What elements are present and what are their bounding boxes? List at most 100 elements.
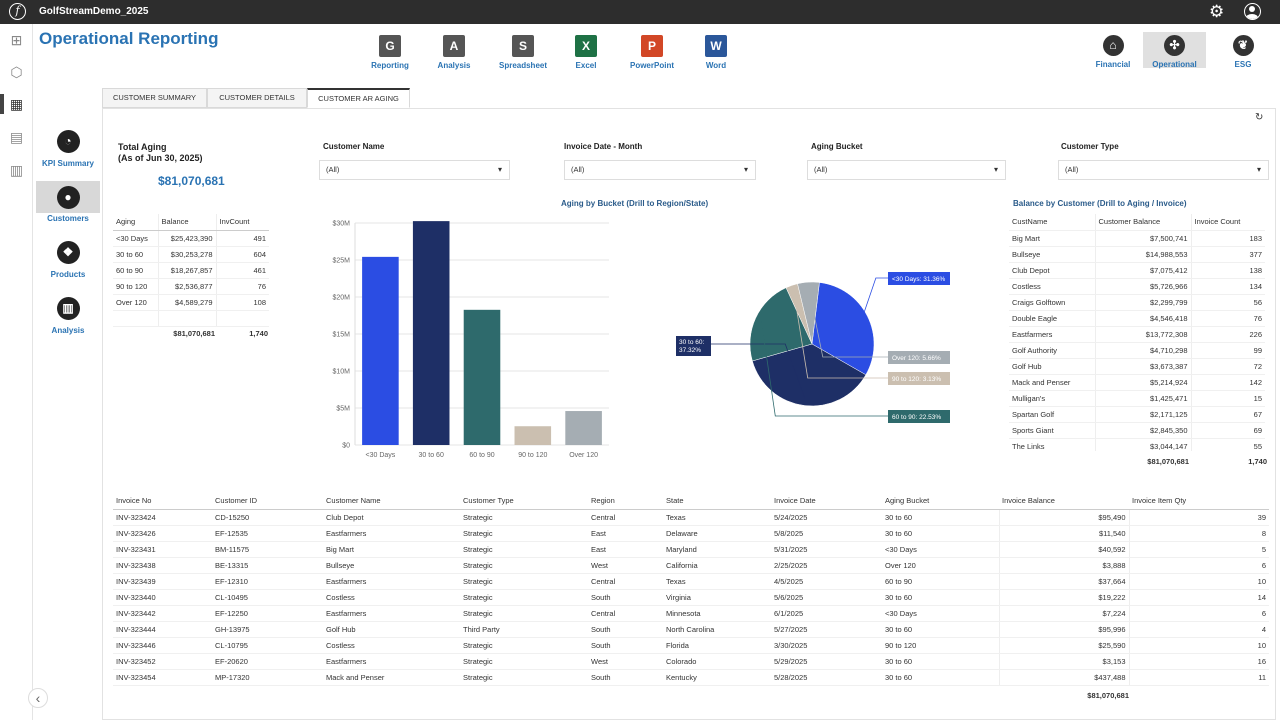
cell: Eastfarmers (323, 653, 460, 670)
cell: South (588, 589, 663, 606)
tool-excel-button[interactable]: X Excel (556, 35, 616, 70)
aging-bucket-select[interactable]: (All) (807, 160, 1006, 180)
cell: 8 (1128, 525, 1269, 542)
app-logo-icon[interactable]: f (9, 3, 26, 20)
table-row[interactable]: INV-323442 EF-12250 Eastfarmers Strategic Ce… (113, 605, 1269, 622)
tab-customer-details[interactable]: CUSTOMER DETAILS (207, 88, 307, 108)
table-row[interactable]: Sports Giant $2,845,350 69 (1009, 422, 1265, 439)
table-row[interactable]: Double Eagle $4,546,418 76 (1009, 310, 1265, 327)
table-row[interactable]: INV-323431 BM-11575 Big Mart Strategic East M… (113, 541, 1269, 558)
table-row[interactable]: Club Depot $7,075,412 138 (1009, 262, 1265, 279)
cell: $3,673,387 (1094, 358, 1191, 375)
table-row[interactable]: INV-323452 EF-20620 Eastfarmers Strategic We… (113, 653, 1269, 670)
table-row[interactable]: INV-323424 CD-15250 Club Depot Strategic Cen… (113, 509, 1269, 526)
table-row[interactable]: Mulligan's $1,425,471 15 (1009, 390, 1265, 407)
pie-slice[interactable] (749, 287, 813, 362)
table-row[interactable]: 90 to 120 $2,536,877 76 (113, 278, 269, 295)
tool-spreadsheet-button[interactable]: S Spreadsheet (493, 35, 553, 70)
nav-kpi-summary[interactable]: ◔ KPI Summary (36, 130, 100, 168)
tab-customer-summary[interactable]: CUSTOMER SUMMARY (102, 88, 207, 108)
table-row[interactable]: Bullseye $14,988,553 377 (1009, 246, 1265, 263)
table-row[interactable]: INV-323444 GH-13975 Golf Hub Third Party Sou… (113, 621, 1269, 638)
table-row[interactable]: Costless $5,726,966 134 (1009, 278, 1265, 295)
table-row[interactable]: Mack and Penser $5,214,924 142 (1009, 374, 1265, 391)
pie-label-box (888, 272, 950, 285)
header-cell[interactable]: Invoice Date (771, 493, 882, 510)
collapse-chevron-icon[interactable]: ‹ (28, 688, 48, 708)
bar[interactable] (362, 256, 399, 445)
balance-table-scroll[interactable]: CustName Customer Balance Invoice Count … (1009, 214, 1271, 451)
carousel-icon[interactable]: ▥ (9, 162, 24, 178)
table-row[interactable]: Big Mart $7,500,741 183 (1009, 230, 1265, 247)
table-row[interactable]: INV-323439 EF-12310 Eastfarmers Strategic Ce… (113, 573, 1269, 590)
bar[interactable] (565, 411, 602, 445)
document-icon[interactable]: ▤ (9, 129, 24, 145)
tool-word-button[interactable]: W Word (686, 35, 746, 70)
nav-esg-button[interactable]: ❦ ESG (1213, 35, 1273, 69)
header-cell[interactable]: Region (588, 493, 663, 510)
nav-operational-button[interactable]: ✣ Operational (1143, 32, 1206, 69)
header-cell[interactable]: Customer ID (212, 493, 323, 510)
cube-icon[interactable]: ⬡ (10, 64, 23, 80)
header-cell[interactable]: Customer Type (460, 493, 588, 510)
table-row[interactable]: The Links $3,044,147 55 (1009, 438, 1265, 451)
table-row[interactable]: INV-323438 BE-13315 Bullseye Strategic West C… (113, 557, 1269, 574)
customer-name-select[interactable]: (All) (319, 160, 510, 180)
table-row[interactable]: INV-323454 MP-17320 Mack and Penser Strateg… (113, 669, 1269, 686)
tool-reporting-button[interactable]: G Reporting (360, 35, 420, 70)
customer-type-select[interactable]: (All) (1058, 160, 1269, 180)
table-row[interactable]: <30 Days $25,423,390 491 (113, 230, 269, 247)
hierarchy-icon[interactable]: ⊞ (10, 32, 23, 48)
bar[interactable] (514, 426, 552, 445)
nav-customers[interactable]: ● Customers (36, 181, 100, 223)
cell: South (588, 621, 663, 638)
table-row[interactable]: Over 120 $4,589,279 108 (113, 294, 269, 311)
bar[interactable] (412, 221, 450, 445)
pie-slice[interactable] (752, 343, 867, 407)
aging-bar-chart[interactable]: $0 $5M $10M $15M $20M $25M $30M <30 Days 30 to 6… (325, 214, 615, 466)
cell: $95,490 (998, 509, 1129, 526)
tool-analysis-button[interactable]: A Analysis (424, 35, 484, 70)
header-cell[interactable]: Customer Name (323, 493, 460, 510)
bar-chart-title: Aging by Bucket (Drill to Region/State) (561, 199, 709, 208)
icon-rail: ⊞ ⬡ ▦ ▤ ▥ ‹ (0, 24, 48, 720)
table-row[interactable]: Golf Authority $4,710,298 99 (1009, 342, 1265, 359)
table-row[interactable]: INV-323440 CL-10495 Costless Strategic South… (113, 589, 1269, 606)
table-row[interactable]: INV-323446 CL-10795 Costless Strategic South… (113, 637, 1269, 654)
nav-products[interactable]: ❖ Products (36, 241, 100, 279)
tool-powerpoint-button[interactable]: P PowerPoint (622, 35, 682, 70)
header-cell[interactable]: Aging Bucket (882, 493, 999, 510)
pie-leader-line (861, 277, 888, 320)
table-row[interactable]: 60 to 90 $18,267,857 461 (113, 262, 269, 279)
aging-pie-chart[interactable]: <30 Days: 31.36% 30 to 60:37.32% 60 to 90:… (670, 262, 960, 432)
cell: 4 (1128, 621, 1269, 638)
header-cell[interactable]: Invoice No (113, 493, 212, 510)
pie-slice[interactable] (811, 282, 875, 376)
table-row[interactable]: Spartan Golf $2,171,125 67 (1009, 406, 1265, 423)
cell: EF-12250 (212, 605, 323, 622)
header-cell[interactable]: Invoice Item Qty (1129, 493, 1269, 510)
bar-chart-icon: ▥ (56, 297, 80, 320)
header-cell[interactable]: Invoice Balance (999, 493, 1129, 510)
nav-financial-button[interactable]: ⌂ Financial (1083, 35, 1143, 69)
table-row[interactable]: 30 to 60 $30,253,278 604 (113, 246, 269, 263)
cell: 6/1/2025 (771, 605, 882, 622)
tab-customer-ar-aging[interactable]: CUSTOMER AR AGING (307, 88, 410, 108)
user-avatar-icon[interactable] (1244, 3, 1261, 20)
cell: 90 to 120 (882, 637, 999, 654)
table-row[interactable]: Golf Hub $3,673,387 72 (1009, 358, 1265, 375)
gear-icon[interactable]: ⚙ (1209, 2, 1225, 21)
invoice-month-select[interactable]: (All) (564, 160, 756, 180)
bar[interactable] (463, 309, 501, 445)
cell: The Links (1009, 438, 1095, 451)
refresh-icon[interactable]: ↻ (1255, 112, 1264, 123)
x-tick-label: 60 to 90 (469, 452, 494, 459)
nav-analysis[interactable]: ▥ Analysis (36, 297, 100, 335)
table-row[interactable]: INV-323426 EF-12535 Eastfarmers Strategic Ea… (113, 525, 1269, 542)
header-cell[interactable]: State (663, 493, 771, 510)
cell: 3/30/2025 (771, 637, 882, 654)
pie-slice[interactable] (797, 281, 820, 345)
table-row[interactable]: Eastfarmers $13,772,308 226 (1009, 326, 1265, 343)
dashboard-icon[interactable]: ▦ (9, 96, 24, 112)
table-row[interactable]: Craigs Golftown $2,299,799 56 (1009, 294, 1265, 311)
